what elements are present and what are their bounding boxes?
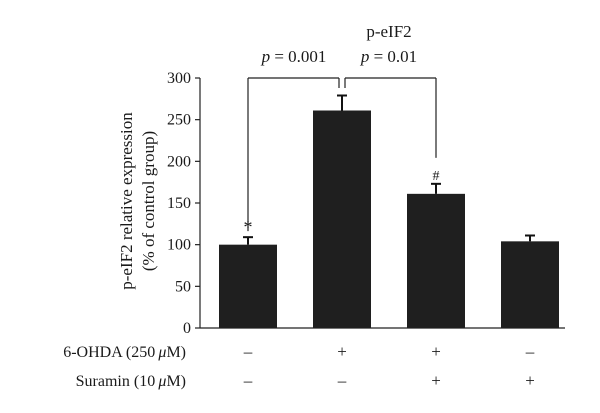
bar bbox=[407, 193, 465, 328]
bars: *# bbox=[219, 94, 559, 328]
p-value-annotation: p = 0.01 bbox=[360, 47, 417, 66]
y-ticks: 0 50 100 150 200 250 300 bbox=[167, 70, 200, 337]
y-axis-label-line2: (% of control group) bbox=[139, 131, 158, 271]
condition-label: Suramin (10 μM) bbox=[76, 373, 186, 390]
bar bbox=[219, 244, 277, 328]
condition-mark: – bbox=[337, 371, 347, 390]
y-tick-label: 100 bbox=[167, 237, 191, 254]
p-value-annotation: p = 0.001 bbox=[261, 47, 327, 66]
y-tick-label: 300 bbox=[167, 70, 191, 87]
condition-table: 6-OHDA (250 μM) – + + – Suramin (10 μM) – – + + bbox=[63, 342, 535, 390]
y-tick-label: 200 bbox=[167, 153, 191, 170]
y-tick-label: 150 bbox=[167, 195, 191, 212]
y-tick-label: 250 bbox=[167, 112, 191, 129]
condition-mark: + bbox=[431, 371, 441, 390]
significance-mark: # bbox=[433, 169, 440, 184]
y-tick-label: 0 bbox=[183, 320, 191, 337]
condition-mark: – bbox=[243, 371, 253, 390]
significance-annotations: p-eIF2 p = 0.001 p = 0.01 bbox=[247, 22, 437, 232]
condition-mark: + bbox=[431, 342, 441, 361]
y-tick-label: 50 bbox=[175, 278, 191, 295]
bar bbox=[313, 110, 371, 328]
y-axis-label-line1: p-eIF2 relative expression bbox=[117, 112, 136, 290]
condition-mark: + bbox=[337, 342, 347, 361]
annotation-title: p-eIF2 bbox=[366, 22, 411, 41]
bar bbox=[501, 241, 559, 328]
condition-mark: – bbox=[525, 342, 535, 361]
condition-mark: + bbox=[525, 371, 535, 390]
condition-label: 6-OHDA (250 μM) bbox=[63, 344, 186, 361]
condition-mark: – bbox=[243, 342, 253, 361]
